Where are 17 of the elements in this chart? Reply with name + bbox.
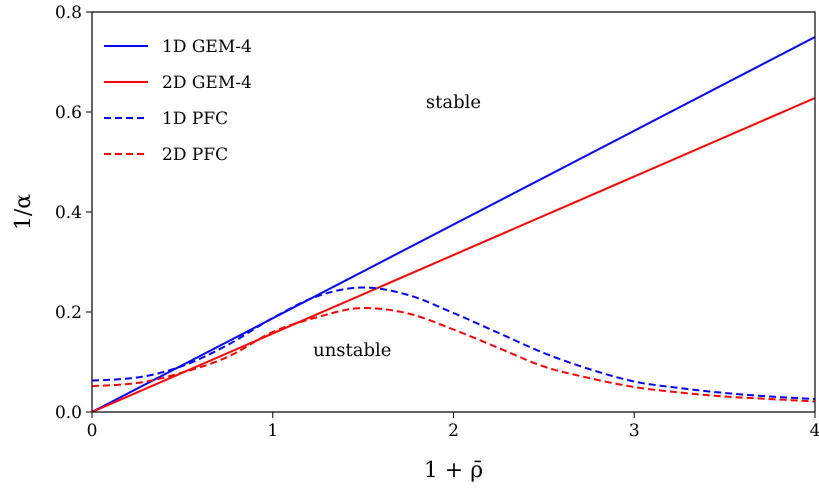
y-tick-label: 0.6 [54,103,82,123]
x-tick-label: 0 [86,421,98,441]
y-axis-title: 1/α [11,194,36,230]
legend-label: 2D PFC [162,145,228,165]
x-tick-label: 3 [628,421,640,441]
y-tick-label: 0.2 [54,303,82,323]
legend-label: 1D GEM-4 [162,37,252,57]
x-tick-label: 2 [448,421,459,441]
annotation: stable [426,92,482,113]
annotation: unstable [313,340,392,361]
x-axis-title: 1 + ρ̄ [424,458,484,483]
y-tick-label: 0.0 [54,403,82,423]
y-tick-label: 0.4 [54,203,82,223]
x-tick-label: 1 [267,421,278,441]
legend-label: 2D GEM-4 [162,73,252,93]
legend-label: 1D PFC [162,109,228,129]
y-tick-label: 0.8 [54,3,82,23]
